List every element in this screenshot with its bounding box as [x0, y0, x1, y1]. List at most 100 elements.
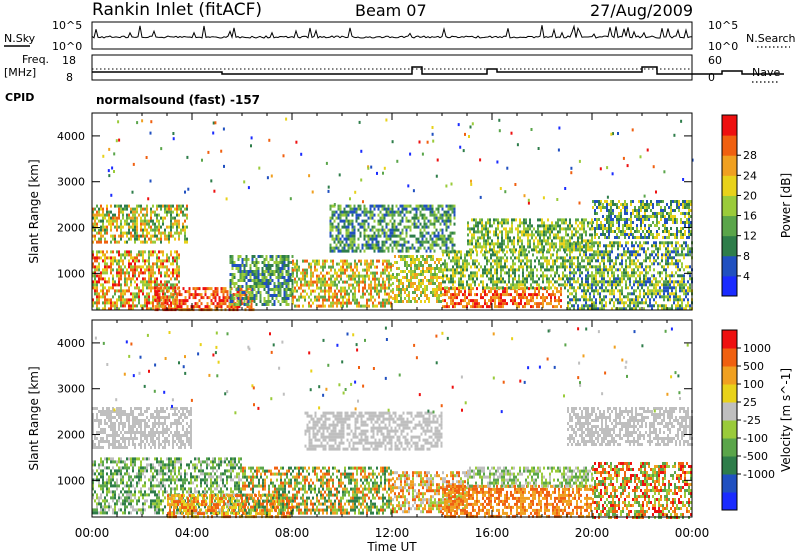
heatmap-cell	[464, 268, 466, 272]
heatmap-cell	[466, 302, 468, 306]
heatmap-cell	[411, 243, 414, 247]
heatmap-cell	[433, 231, 436, 235]
heatmap-cell	[476, 250, 478, 254]
heatmap-cell	[526, 268, 528, 272]
heatmap-cell	[152, 234, 154, 238]
heatmap-cell	[527, 236, 529, 240]
heatmap-cell	[443, 237, 446, 241]
heatmap-cell	[418, 297, 420, 300]
heatmap-cell	[186, 240, 188, 244]
heatmap-cell	[503, 227, 505, 231]
heatmap-cell	[433, 210, 436, 214]
heatmap-cell	[110, 222, 112, 226]
heatmap-cell	[595, 274, 597, 278]
heatmap-cell	[501, 236, 503, 240]
heatmap-cell	[689, 253, 691, 257]
heatmap-cell	[419, 213, 422, 217]
heatmap-cell	[615, 277, 617, 281]
heatmap-cell	[547, 239, 549, 243]
heatmap-cell	[569, 307, 571, 311]
heatmap-cell	[102, 219, 104, 223]
heatmap-cell	[524, 296, 526, 300]
heatmap-cell	[591, 283, 593, 287]
heatmap-cell	[287, 255, 290, 258]
heatmap-cell	[415, 216, 418, 220]
heatmap-cell	[338, 274, 340, 278]
heatmap-cell	[399, 219, 402, 223]
heatmap-cell	[429, 243, 432, 247]
heatmap-cell	[528, 274, 530, 278]
heatmap-cell	[372, 271, 374, 275]
heatmap-cell	[450, 299, 452, 303]
heatmap-cell	[492, 283, 494, 287]
heatmap-cell	[267, 291, 270, 294]
heatmap-cell	[567, 277, 569, 281]
heatmap-cell	[94, 301, 96, 305]
heatmap-cell	[399, 210, 402, 214]
heatmap-cell	[182, 302, 185, 306]
heatmap-cell	[333, 204, 336, 208]
heatmap-cell	[381, 243, 384, 247]
heatmap-cell	[464, 253, 466, 257]
heatmap-cell	[479, 221, 481, 225]
heatmap-cell	[473, 233, 475, 237]
heatmap-cell	[525, 230, 527, 234]
heatmap-cell	[577, 236, 579, 240]
heatmap-cell	[263, 297, 266, 300]
heatmap-cell	[505, 221, 507, 225]
heatmap-cell	[537, 230, 539, 234]
heatmap-cell	[502, 299, 504, 303]
heatmap-cell	[178, 274, 180, 278]
heatmap-cell	[136, 256, 138, 260]
heatmap-cell	[337, 240, 340, 244]
heatmap-cell	[402, 285, 404, 288]
heatmap-cell	[104, 298, 106, 302]
heatmap-cell	[637, 280, 639, 284]
heatmap-cell	[354, 286, 356, 290]
heatmap-cell	[291, 282, 294, 285]
heatmap-cell	[550, 253, 552, 257]
heatmap-cell	[681, 304, 683, 308]
heatmap-cell	[283, 279, 286, 282]
heatmap-cell	[337, 228, 340, 232]
heatmap-cell	[340, 295, 342, 299]
heatmap-cell	[573, 248, 575, 252]
heatmap-cell	[376, 289, 378, 293]
heatmap-cell	[320, 280, 322, 284]
heatmap-cell	[100, 256, 102, 260]
heatmap-cell	[599, 250, 601, 254]
heatmap-cell	[198, 293, 201, 297]
heatmap-cell	[522, 283, 524, 287]
heatmap-cell	[593, 280, 595, 284]
heatmap-cell	[347, 213, 350, 217]
heatmap-cell	[363, 225, 366, 229]
heatmap-cell	[261, 261, 264, 264]
heatmap-cell	[651, 304, 653, 308]
heatmap-cell	[501, 245, 503, 249]
heatmap-cell	[573, 304, 575, 308]
heatmap-cell	[488, 268, 490, 272]
heatmap-cell	[423, 246, 426, 250]
heatmap-cell	[344, 271, 346, 275]
heatmap-cell	[235, 282, 238, 285]
heatmap-cell	[218, 296, 221, 300]
heatmap-cell	[110, 259, 112, 263]
heatmap-cell	[146, 210, 148, 214]
heatmap-cell	[591, 271, 593, 275]
heatmap-cell	[373, 237, 376, 241]
heatmap-cell	[237, 300, 240, 303]
heatmap-cell	[298, 295, 300, 299]
heatmap-cell	[132, 222, 134, 226]
heatmap-cell	[170, 262, 172, 266]
heatmap-cell	[255, 258, 258, 261]
heatmap-cell	[535, 230, 537, 234]
heatmap-cell	[556, 305, 558, 309]
heatmap-cell	[375, 228, 378, 232]
heatmap-cell	[243, 273, 246, 276]
heatmap-cell	[681, 247, 683, 251]
heatmap-cell	[671, 307, 673, 311]
heatmap-cell	[106, 204, 108, 208]
heatmap-cell	[649, 292, 651, 296]
heatmap-cell	[118, 204, 120, 208]
heatmap-cell	[336, 295, 338, 299]
